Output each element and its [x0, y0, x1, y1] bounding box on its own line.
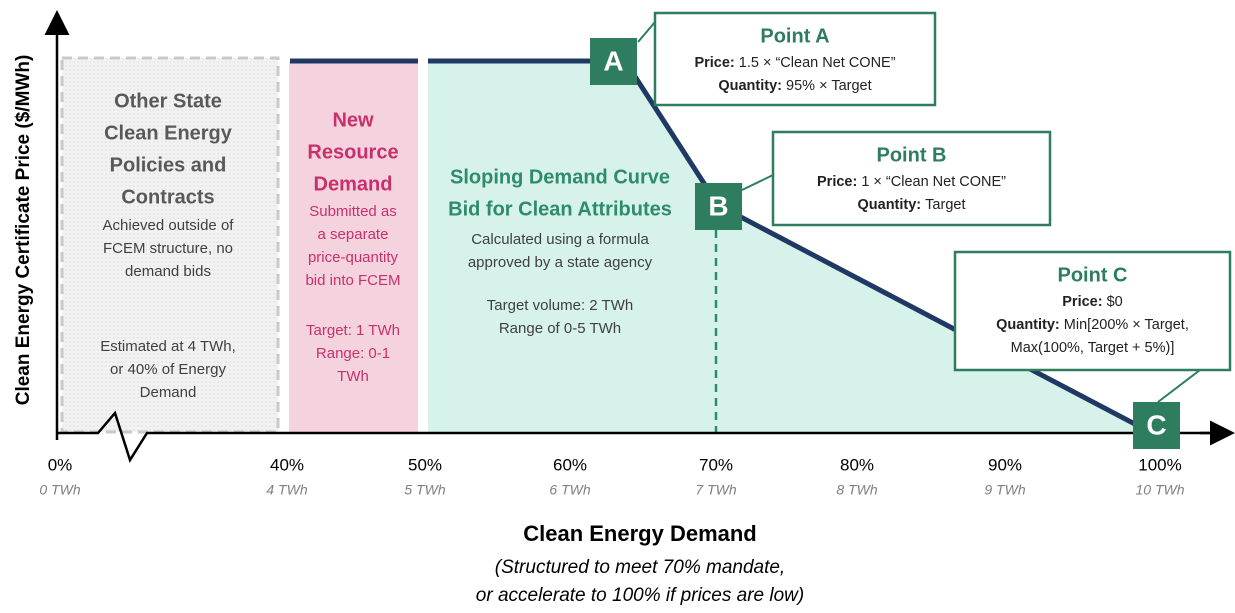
point-text: Max(100%, Target + 5%)] — [1011, 340, 1175, 356]
x-tick-sub: 6 TWh — [549, 482, 590, 498]
point-marker — [590, 38, 637, 85]
point-text: 95% × Target — [786, 78, 872, 94]
point-title: Point A — [760, 25, 829, 47]
region-title: Resource — [307, 141, 398, 163]
demand-curve — [428, 58, 1152, 435]
point-box — [653, 11, 937, 107]
region-title: Contracts — [121, 186, 214, 208]
region-title: Demand — [314, 173, 393, 195]
region-body: Submitted as — [309, 203, 397, 220]
x-tick-label: 100% — [1138, 455, 1181, 474]
x-axis-label: Clean Energy Demand — [523, 521, 757, 546]
region-body: Target: 1 TWh — [306, 322, 400, 339]
other-region — [60, 56, 280, 434]
point-key: Price: — [1062, 294, 1102, 310]
point-key: Price: — [694, 55, 734, 71]
connector — [741, 174, 774, 191]
point-box — [771, 130, 1052, 227]
region-body: Range: 0-1 — [316, 345, 390, 362]
point-key: Quantity: — [718, 78, 782, 94]
region-title: Bid for Clean Attributes — [448, 198, 672, 220]
x-tick-label: 40% — [270, 455, 304, 474]
point-key: Quantity: — [858, 197, 922, 213]
point-line: Quantity: Min[200% × Target, — [996, 317, 1189, 333]
x-tick-label: 50% — [408, 455, 442, 474]
point-text: $0 — [1107, 294, 1123, 310]
region-body: demand bids — [125, 263, 211, 280]
connector — [1157, 369, 1201, 403]
x-tick-sub: 0 TWh — [39, 482, 80, 498]
point-title: Point C — [1058, 264, 1128, 286]
region-body: bid into FCEM — [305, 272, 400, 289]
region-body: Range of 0-5 TWh — [499, 320, 621, 337]
region-body: FCEM structure, no — [103, 240, 233, 257]
point-letter: C — [1146, 409, 1166, 440]
region-body: TWh — [337, 368, 369, 385]
point-text: 1 × “Clean Net CONE” — [861, 174, 1006, 190]
region-body: or 40% of Energy — [110, 361, 226, 378]
region-title: New — [332, 109, 374, 131]
point-key: Price: — [817, 174, 857, 190]
point-text: 1.5 × “Clean Net CONE” — [739, 55, 896, 71]
region-body: Calculated using a formula — [471, 231, 649, 248]
point-marker — [695, 183, 742, 230]
connector — [637, 21, 656, 43]
x-tick-sub: 5 TWh — [404, 482, 445, 498]
x-tick-label: 80% — [840, 455, 874, 474]
point-marker — [1133, 402, 1180, 449]
x-tick-label: 90% — [988, 455, 1022, 474]
region-body: Estimated at 4 TWh, — [100, 338, 236, 355]
x-axis — [57, 410, 1228, 463]
x-tick-sub: 7 TWh — [695, 482, 736, 498]
point-line: Price: 1.5 × “Clean Net CONE” — [694, 55, 895, 71]
region-body: Achieved outside of — [103, 217, 235, 234]
region-body: price-quantity — [308, 249, 399, 266]
point-box — [953, 250, 1232, 372]
x-tick-sub: 10 TWh — [1135, 482, 1184, 498]
point-letter: A — [603, 45, 623, 76]
x-tick-label: 70% — [699, 455, 733, 474]
y-axis-label: Clean Energy Certificate Price ($/MWh) — [13, 55, 34, 406]
new-resource-region — [289, 62, 418, 432]
region-body: a separate — [318, 226, 389, 243]
point-text: Min[200% × Target, — [1064, 317, 1189, 333]
region-body: approved by a state agency — [468, 254, 653, 271]
x-tick-sub: 8 TWh — [836, 482, 877, 498]
point-line: Quantity: Target — [858, 197, 966, 213]
x-tick-sub: 9 TWh — [984, 482, 1025, 498]
point-line: Max(100%, Target + 5%)] — [1011, 340, 1175, 356]
point-title: Point B — [877, 144, 947, 166]
x-tick-label: 0% — [48, 455, 73, 474]
region-title: Sloping Demand Curve — [450, 166, 670, 188]
region-title: Other State — [114, 90, 222, 112]
point-text: Target — [925, 197, 965, 213]
x-axis-note: or accelerate to 100% if prices are low) — [476, 585, 804, 606]
point-key: Quantity: — [996, 317, 1060, 333]
point-line: Quantity: 95% × Target — [718, 78, 871, 94]
region-title: Policies and — [110, 154, 227, 176]
x-axis-note: (Structured to meet 70% mandate, — [495, 557, 785, 578]
point-letter: B — [708, 190, 728, 221]
x-tick-sub: 4 TWh — [266, 482, 307, 498]
region-body: Demand — [140, 384, 197, 401]
region-title: Clean Energy — [104, 122, 233, 144]
x-tick-label: 60% — [553, 455, 587, 474]
point-line: Price: 1 × “Clean Net CONE” — [817, 174, 1006, 190]
point-line: Price: $0 — [1062, 294, 1122, 310]
region-body: Target volume: 2 TWh — [487, 297, 633, 314]
